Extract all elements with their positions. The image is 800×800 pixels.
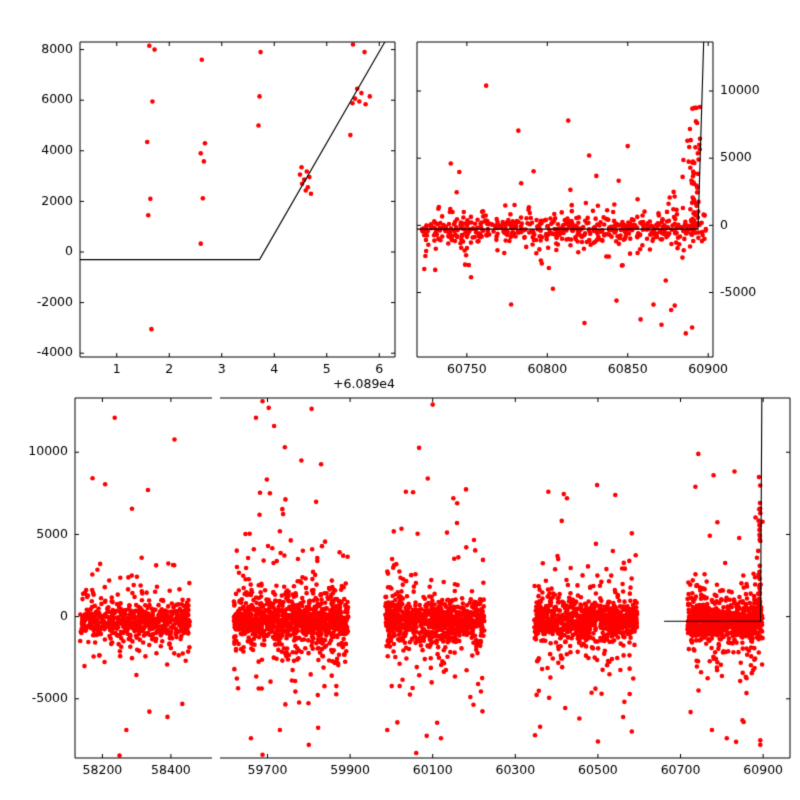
light-curve-figure: BLG41M0401.027991 (3998.40, 324.12) 3 11… bbox=[0, 0, 800, 800]
plot-canvas bbox=[0, 0, 800, 800]
